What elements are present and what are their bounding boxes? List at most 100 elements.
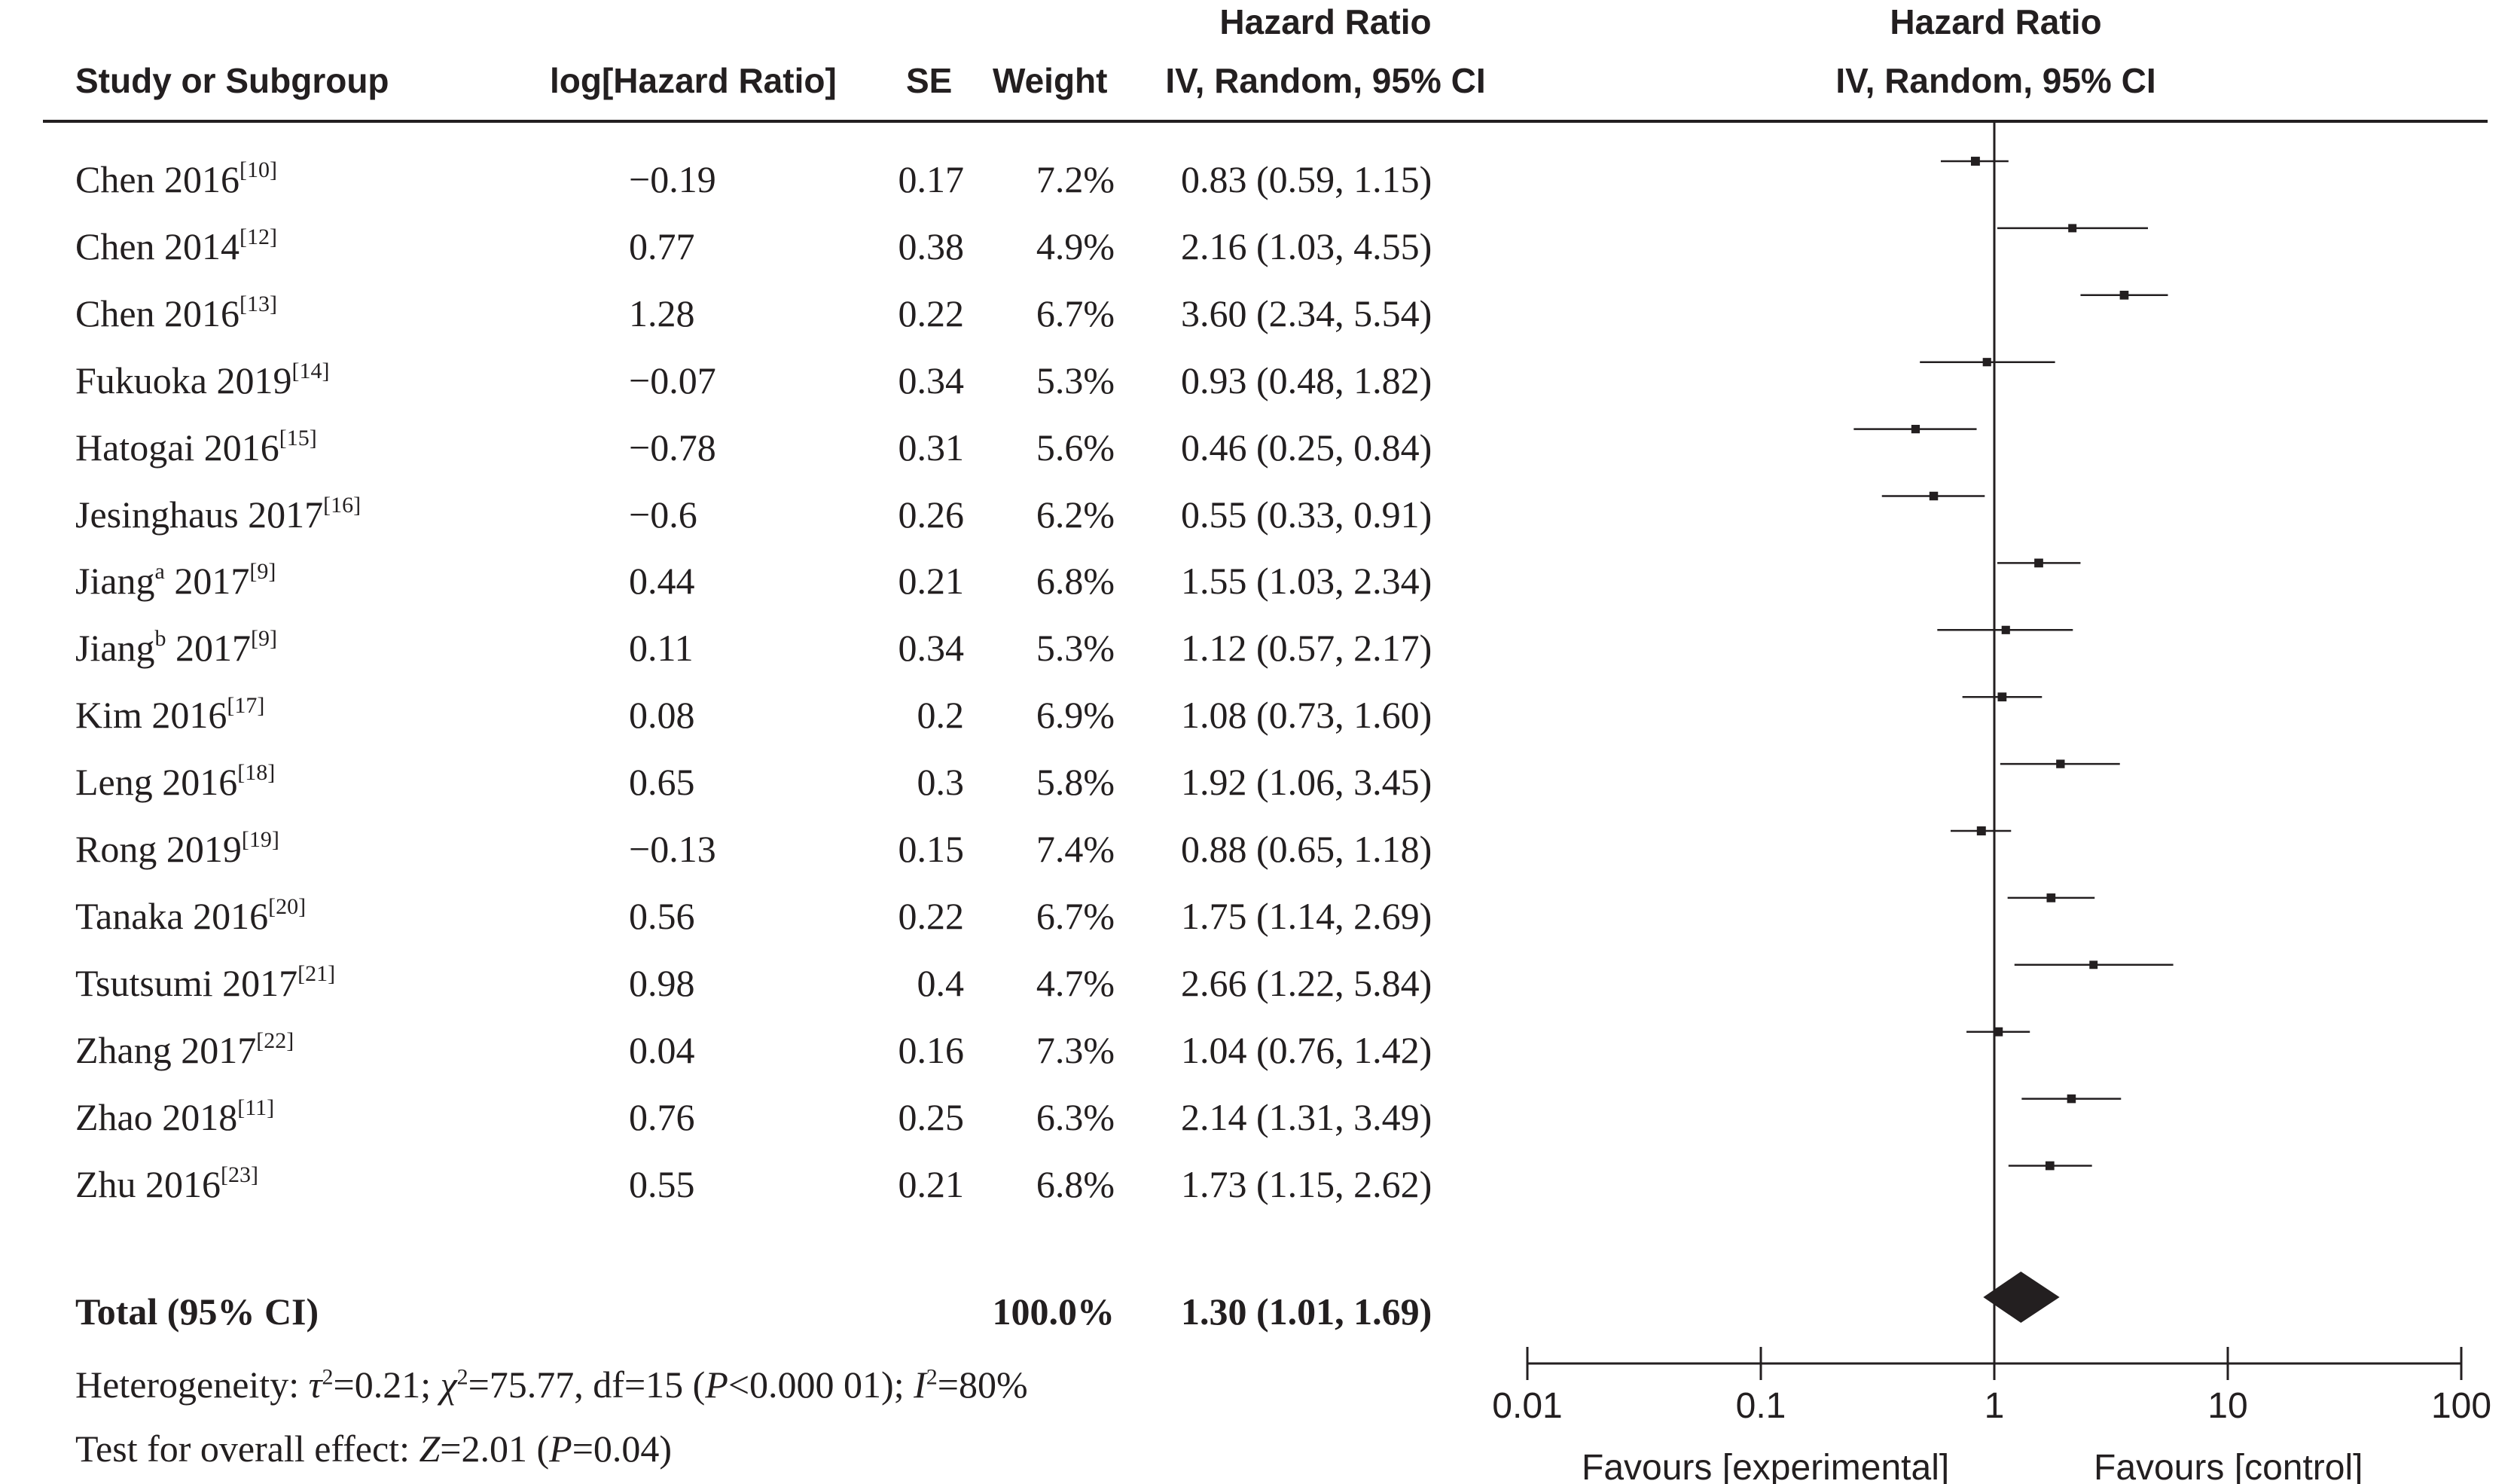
study-ci: 0.88 (0.65, 1.18) [1181,828,1432,870]
study-weight: 7.4% [1036,828,1115,870]
study-point [2067,1094,2076,1104]
study-ci: 1.55 (1.03, 2.34) [1181,560,1432,602]
study-point [2045,1161,2055,1171]
study-loghr: 0.65 [629,761,695,803]
study-name: Rong 2019[19] [75,827,279,870]
study-weight: 5.6% [1036,426,1115,469]
study-loghr: 0.44 [629,560,695,602]
study-se: 0.34 [898,627,965,669]
study-loghr: 0.77 [629,225,695,267]
axis-label-favours-experimental: Favours [experimental] [1582,1448,1950,1484]
study-se: 0.17 [898,158,965,200]
study-point [1982,358,1991,367]
study-loghr: 1.28 [629,292,695,334]
study-name: Leng 2016[18] [75,760,276,803]
study-se: 0.25 [898,1096,965,1138]
header-hr-method: IV, Random, 95% CI [1165,61,1486,100]
header-se: SE [906,61,953,100]
study-loghr: 0.04 [629,1029,695,1071]
study-se: 0.15 [898,828,965,870]
x-tick-label: 0.1 [1736,1386,1786,1426]
study-name: Chen 2016[13] [75,292,278,334]
study-name: Hatogai 2016[15] [75,426,317,469]
study-name: Chen 2016[10] [75,157,278,200]
total-diamond [1983,1272,2060,1323]
study-weight: 6.8% [1036,560,1115,602]
study-name: Zhang 2017[22] [75,1028,294,1071]
study-ci: 0.93 (0.48, 1.82) [1181,359,1432,402]
study-ci: 1.12 (0.57, 2.17) [1181,627,1432,669]
study-name: Fukuoka 2019[14] [75,359,330,402]
study-loghr: −0.78 [629,426,716,469]
study-name: Zhu 2016[23] [75,1162,259,1205]
total-weight: 100.0% [992,1290,1115,1333]
study-se: 0.21 [898,1163,965,1205]
header-hr-title: Hazard Ratio [1219,2,1432,41]
study-name: Zhao 2018[11] [75,1095,275,1138]
header-study: Study or Subgroup [75,61,389,100]
study-name: Jesinghaus 2017[16] [75,493,362,536]
study-name: Chen 2014[12] [75,224,278,267]
study-se: 0.22 [898,292,965,334]
study-loghr: 0.55 [629,1163,695,1205]
study-loghr: 0.76 [629,1096,695,1138]
study-se: 0.26 [898,493,965,536]
study-weight: 6.7% [1036,292,1115,334]
study-se: 0.16 [898,1029,965,1071]
study-name: Tsutsumi 2017[21] [75,961,336,1004]
study-se: 0.34 [898,359,965,402]
study-weight: 6.8% [1036,1163,1115,1205]
study-ci: 2.14 (1.31, 3.49) [1181,1096,1432,1138]
study-point [2056,759,2065,768]
header-loghr: log[Hazard Ratio] [550,61,837,100]
study-loghr: −0.6 [629,493,697,536]
study-name: Jiangb 2017[9] [75,626,278,669]
study-ci: 1.75 (1.14, 2.69) [1181,895,1432,937]
study-point [1911,424,1921,434]
study-point [2034,558,2043,568]
study-weight: 4.7% [1036,962,1115,1004]
study-point [1976,826,1986,835]
study-se: 0.3 [917,761,965,803]
study-weight: 5.3% [1036,627,1115,669]
x-tick-label: 100 [2431,1386,2491,1426]
study-weight: 6.3% [1036,1096,1115,1138]
study-point [1970,157,1980,166]
header-plot-title: Hazard Ratio [1890,2,2102,41]
x-tick-label: 1 [1985,1386,2005,1426]
study-ci: 2.66 (1.22, 5.84) [1181,962,1432,1004]
study-ci: 0.46 (0.25, 0.84) [1181,426,1432,469]
study-weight: 7.2% [1036,158,1115,200]
study-point [2001,625,2010,634]
study-loghr: 0.08 [629,694,695,736]
study-point [1994,1027,2003,1037]
study-se: 0.2 [917,694,965,736]
study-ci: 2.16 (1.03, 4.55) [1181,225,1432,267]
study-weight: 4.9% [1036,225,1115,267]
study-weight: 5.8% [1036,761,1115,803]
study-point [2068,224,2077,233]
x-tick-label: 0.01 [1492,1386,1562,1426]
study-point [2046,893,2056,902]
study-se: 0.38 [898,225,965,267]
study-se: 0.21 [898,560,965,602]
study-ci: 1.08 (0.73, 1.60) [1181,694,1432,736]
study-se: 0.31 [898,426,965,469]
study-se: 0.22 [898,895,965,937]
study-point [2089,960,2098,969]
study-se: 0.4 [917,962,965,1004]
header-divider [43,120,2488,123]
x-tick-label: 10 [2207,1386,2247,1426]
study-weight: 5.3% [1036,359,1115,402]
study-name: Jianga 2017[9] [75,559,276,602]
study-loghr: −0.13 [629,828,716,870]
study-loghr: 0.98 [629,962,695,1004]
study-point [1929,491,1939,501]
axis-label-favours-control: Favours [control] [2094,1448,2363,1484]
study-ci: 0.83 (0.59, 1.15) [1181,158,1432,200]
study-loghr: −0.07 [629,359,716,402]
study-loghr: 0.11 [629,627,694,669]
study-point [1997,692,2007,702]
